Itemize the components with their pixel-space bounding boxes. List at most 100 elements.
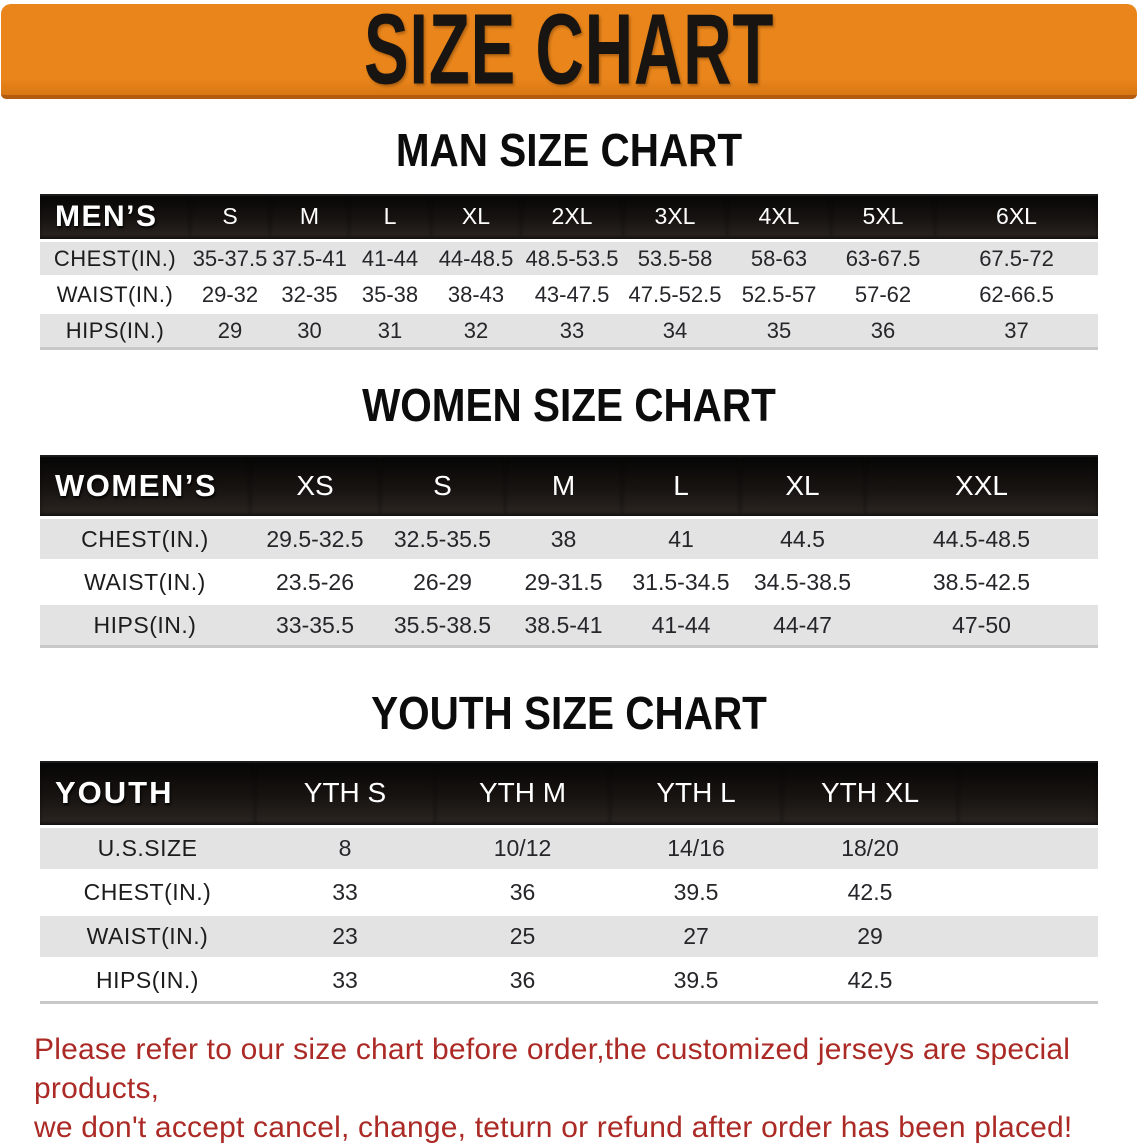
column-header-5xl: 5XL <box>831 194 935 239</box>
value-cell: 34 <box>623 314 727 347</box>
youth-group-label: YOUTH <box>40 761 255 825</box>
filler-cell <box>958 960 1098 1001</box>
value-cell: 38.5-41 <box>505 605 622 645</box>
value-cell: 53.5-58 <box>623 242 727 275</box>
value-cell: 37 <box>935 314 1098 347</box>
banner: SIZE CHART <box>1 0 1137 105</box>
value-cell: 10/12 <box>435 828 610 869</box>
value-cell: 52.5-57 <box>727 278 831 311</box>
women-size-chart-heading: WOMEN SIZE CHART <box>362 379 776 431</box>
row-label: WAIST(IN.) <box>40 562 250 602</box>
notice-line-1: Please refer to our size chart before or… <box>34 1033 1071 1105</box>
column-header-yth-l: YTH L <box>610 761 782 825</box>
row-label: HIPS(IN.) <box>40 314 190 347</box>
value-cell: 38 <box>505 519 622 559</box>
column-header-xl: XL <box>740 455 865 516</box>
value-cell: 8 <box>255 828 435 869</box>
youth-header-row: YOUTH YTH S YTH M YTH L YTH XL <box>40 761 1098 825</box>
section-youth: YOUTH SIZE CHART YOUTH YTH S YTH M YTH L YTH … <box>0 688 1138 1004</box>
value-cell: 33 <box>521 314 623 347</box>
column-header-m: M <box>270 194 349 239</box>
column-header-m: M <box>505 455 622 516</box>
filler-cell <box>958 761 1098 825</box>
value-cell: 35-38 <box>349 278 431 311</box>
row-label: CHEST(IN.) <box>40 872 255 913</box>
row-label: HIPS(IN.) <box>40 605 250 645</box>
value-cell: 48.5-53.5 <box>521 242 623 275</box>
men-row-waist-in: WAIST(IN.) 29-32 32-35 35-38 38-43 43-47.5 47.… <box>40 278 1098 311</box>
value-cell: 29-31.5 <box>505 562 622 602</box>
men-row-chest-in: CHEST(IN.) 35-37.5 37.5-41 41-44 44-48.5 48.5… <box>40 242 1098 275</box>
column-header-xxl: XXL <box>865 455 1098 516</box>
column-header-4xl: 4XL <box>727 194 831 239</box>
value-cell: 26-29 <box>380 562 505 602</box>
row-label: CHEST(IN.) <box>40 519 250 559</box>
value-cell: 32-35 <box>270 278 349 311</box>
row-label: WAIST(IN.) <box>40 278 190 311</box>
value-cell: 47-50 <box>865 605 1098 645</box>
value-cell: 37.5-41 <box>270 242 349 275</box>
value-cell: 57-62 <box>831 278 935 311</box>
value-cell: 33-35.5 <box>250 605 380 645</box>
section-men: MAN SIZE CHART MEN’S S M L XL 2XL 3XL 4XL 5XL 6XL C… <box>0 125 1138 350</box>
men-header-row: MEN’S S M L XL 2XL 3XL 4XL 5XL 6XL <box>40 194 1098 239</box>
value-cell: 29.5-32.5 <box>250 519 380 559</box>
value-cell: 67.5-72 <box>935 242 1098 275</box>
value-cell: 47.5-52.5 <box>623 278 727 311</box>
row-label: U.S.SIZE <box>40 828 255 869</box>
women-group-label: WOMEN’S <box>40 455 250 516</box>
value-cell: 25 <box>435 916 610 957</box>
value-cell: 36 <box>435 872 610 913</box>
value-cell: 14/16 <box>610 828 782 869</box>
column-header-l: L <box>622 455 740 516</box>
value-cell: 35.5-38.5 <box>380 605 505 645</box>
women-row-waist-in: WAIST(IN.) 23.5-26 26-29 29-31.5 31.5-34.5 34… <box>40 562 1098 602</box>
value-cell: 58-63 <box>727 242 831 275</box>
value-cell: 29-32 <box>190 278 270 311</box>
women-size-table: WOMEN’S XS S M L XL XXL CHEST(IN.) 29.5-32.5 32.5… <box>40 452 1098 648</box>
value-cell: 62-66.5 <box>935 278 1098 311</box>
row-label: CHEST(IN.) <box>40 242 190 275</box>
men-row-hips-in: HIPS(IN.) 29 30 31 32 33 34 35 36 37 <box>40 314 1098 347</box>
page-title: SIZE CHART <box>363 0 775 105</box>
column-header-3xl: 3XL <box>623 194 727 239</box>
value-cell: 44.5 <box>740 519 865 559</box>
value-cell: 38.5-42.5 <box>865 562 1098 602</box>
column-header-s: S <box>380 455 505 516</box>
value-cell: 32 <box>431 314 521 347</box>
filler-cell <box>958 828 1098 869</box>
value-cell: 34.5-38.5 <box>740 562 865 602</box>
value-cell: 38-43 <box>431 278 521 311</box>
value-cell: 30 <box>270 314 349 347</box>
youth-row-chest-in: CHEST(IN.) 33 36 39.5 42.5 <box>40 872 1098 913</box>
value-cell: 33 <box>255 872 435 913</box>
value-cell: 36 <box>831 314 935 347</box>
filler-cell <box>958 916 1098 957</box>
value-cell: 23.5-26 <box>250 562 380 602</box>
value-cell: 27 <box>610 916 782 957</box>
size-sections: MAN SIZE CHART MEN’S S M L XL 2XL 3XL 4XL 5XL 6XL C… <box>0 125 1138 1004</box>
men-size-table: MEN’S S M L XL 2XL 3XL 4XL 5XL 6XL CHEST(IN.) 35-37… <box>40 191 1098 350</box>
value-cell: 41 <box>622 519 740 559</box>
row-label: HIPS(IN.) <box>40 960 255 1001</box>
value-cell: 23 <box>255 916 435 957</box>
value-cell: 33 <box>255 960 435 1001</box>
value-cell: 35-37.5 <box>190 242 270 275</box>
column-header-l: L <box>349 194 431 239</box>
women-header-row: WOMEN’S XS S M L XL XXL <box>40 455 1098 516</box>
value-cell: 42.5 <box>782 960 958 1001</box>
youth-row-waist-in: WAIST(IN.) 23 25 27 29 <box>40 916 1098 957</box>
youth-size-chart-heading: YOUTH SIZE CHART <box>371 687 767 739</box>
value-cell: 44-48.5 <box>431 242 521 275</box>
value-cell: 39.5 <box>610 872 782 913</box>
value-cell: 31.5-34.5 <box>622 562 740 602</box>
value-cell: 42.5 <box>782 872 958 913</box>
value-cell: 41-44 <box>622 605 740 645</box>
column-header-2xl: 2XL <box>521 194 623 239</box>
value-cell: 43-47.5 <box>521 278 623 311</box>
value-cell: 18/20 <box>782 828 958 869</box>
column-header-yth-m: YTH M <box>435 761 610 825</box>
value-cell: 29 <box>782 916 958 957</box>
row-label: WAIST(IN.) <box>40 916 255 957</box>
